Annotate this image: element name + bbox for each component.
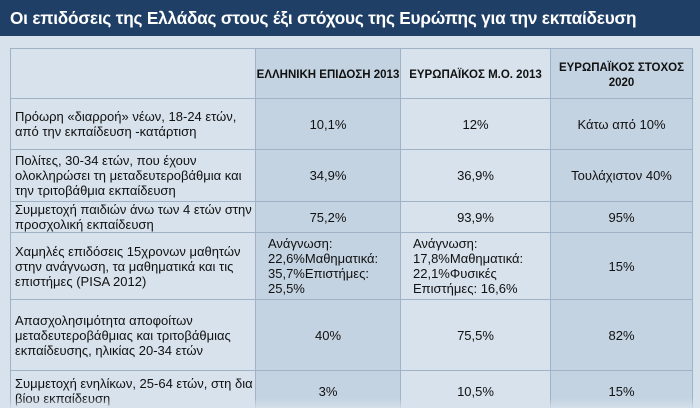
eu-average-value: 75,5% [400,299,551,371]
eu-target-value: 82% [550,299,693,371]
table-row: Πρόωρη «διαρροή» νέων, 18-24 ετών, από τ… [10,98,693,150]
table-row: Χαμηλές επιδόσεις 15χρονων μαθητών στην … [10,232,693,300]
eu-target-value: Κάτω από 10% [550,98,693,150]
row-label: Πολίτες, 30-34 ετών, που έχουν ολοκληρώσ… [10,149,256,202]
row-label: Χαμηλές επιδόσεις 15χρονων μαθητών στην … [10,232,256,300]
greece-value: 34,9% [255,149,401,202]
eu-average-value: 93,9% [400,201,551,233]
eu-average-value: 36,9% [400,149,551,202]
eu-target-value: 95% [550,201,693,233]
page-title: Οι επιδόσεις της Ελλάδας στους έξι στόχο… [0,0,700,36]
eu-average-value: Ανάγνωση: 17,8%Μαθηματικά: 22,1%Φυσικές … [400,232,551,300]
bottom-fade [0,398,700,408]
header-eu-average-2013: ΕΥΡΩΠΑΪΚΟΣ Μ.Ο. 2013 [400,48,551,99]
eu-target-value: 15% [550,232,693,300]
header-greece-2013: ΕΛΛΗΝΙΚΗ ΕΠΙΔΟΣΗ 2013 [255,48,401,99]
table-header-row: ΕΛΛΗΝΙΚΗ ΕΠΙΔΟΣΗ 2013 ΕΥΡΩΠΑΪΚΟΣ Μ.Ο. 20… [10,48,693,99]
row-label: Συμμετοχή παιδιών άνω των 4 ετών στην πρ… [10,201,256,233]
greece-value: Ανάγνωση: 22,6%Μαθηματικά: 35,7%Επιστήμε… [255,232,401,300]
greece-value: 10,1% [255,98,401,150]
education-targets-table: ΕΛΛΗΝΙΚΗ ΕΠΙΔΟΣΗ 2013 ΕΥΡΩΠΑΪΚΟΣ Μ.Ο. 20… [10,48,693,408]
table-row: Απασχολησιμότητα αποφοίτων μεταδευτεροβά… [10,299,693,371]
header-eu-target-2020: ΕΥΡΩΠΑΪΚΟΣ ΣΤΟΧΟΣ 2020 [550,48,693,99]
table-row: Συμμετοχή παιδιών άνω των 4 ετών στην πρ… [10,201,693,233]
row-label: Πρόωρη «διαρροή» νέων, 18-24 ετών, από τ… [10,98,256,150]
row-label: Απασχολησιμότητα αποφοίτων μεταδευτεροβά… [10,299,256,371]
eu-target-value: Τουλάχιστον 40% [550,149,693,202]
greece-value: 40% [255,299,401,371]
eu-average-value: 12% [400,98,551,150]
greece-value: 75,2% [255,201,401,233]
table-row: Πολίτες, 30-34 ετών, που έχουν ολοκληρώσ… [10,149,693,202]
header-empty [10,48,256,99]
